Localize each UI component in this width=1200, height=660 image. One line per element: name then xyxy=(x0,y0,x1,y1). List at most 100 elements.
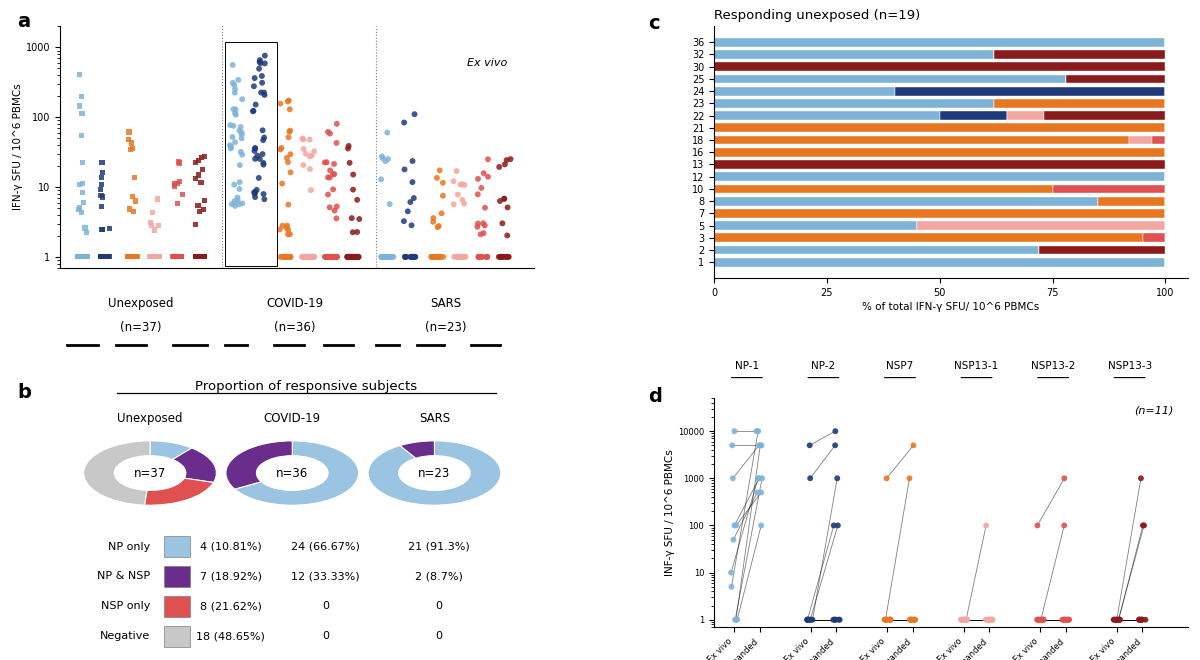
Text: Proportion of responsive subjects: Proportion of responsive subjects xyxy=(196,379,418,393)
Bar xyxy=(1044,111,1165,120)
Point xyxy=(455,251,474,262)
Point xyxy=(91,251,110,262)
Point xyxy=(169,156,188,167)
Point xyxy=(150,251,169,262)
Point xyxy=(980,614,1000,625)
Point xyxy=(70,251,89,262)
Point xyxy=(296,251,316,262)
Point xyxy=(449,251,468,262)
Point xyxy=(146,251,166,262)
Point xyxy=(823,614,842,625)
Point xyxy=(194,251,214,262)
Point xyxy=(956,614,976,625)
Point xyxy=(1106,614,1126,625)
Point xyxy=(173,189,192,200)
Point xyxy=(193,251,212,262)
Point xyxy=(473,251,492,262)
Point xyxy=(956,614,976,625)
Bar xyxy=(164,596,191,616)
Point xyxy=(451,251,470,262)
Point xyxy=(1033,614,1052,625)
Text: (n=23): (n=23) xyxy=(425,321,467,334)
Point xyxy=(251,55,270,65)
Text: NSP only: NSP only xyxy=(101,601,150,611)
Point xyxy=(830,614,850,625)
Text: Unexposed: Unexposed xyxy=(108,296,174,310)
Point xyxy=(73,251,92,262)
Point xyxy=(1108,614,1127,625)
Point xyxy=(479,172,498,182)
Point xyxy=(73,251,92,262)
Point xyxy=(472,183,491,193)
Point xyxy=(100,223,119,234)
Point xyxy=(186,174,205,184)
Point xyxy=(372,174,391,185)
Point xyxy=(121,251,140,262)
Point xyxy=(170,251,190,262)
Point xyxy=(1060,614,1079,625)
Point xyxy=(92,251,112,262)
Text: (n=36): (n=36) xyxy=(274,321,316,334)
Bar xyxy=(714,258,1165,267)
Point xyxy=(68,251,88,262)
Point xyxy=(452,179,472,189)
Point xyxy=(98,251,118,262)
Point xyxy=(877,473,896,484)
Point xyxy=(275,251,294,262)
Point xyxy=(126,196,145,207)
Point xyxy=(430,251,449,262)
Point xyxy=(275,251,294,262)
Point xyxy=(226,87,245,98)
Point xyxy=(347,251,366,262)
Point xyxy=(254,194,274,205)
Point xyxy=(725,520,744,531)
Point xyxy=(403,251,422,262)
Point xyxy=(245,81,264,92)
Wedge shape xyxy=(235,441,359,505)
Point xyxy=(256,58,275,69)
Point xyxy=(800,473,820,484)
Point xyxy=(124,251,143,262)
Point xyxy=(140,251,160,262)
Point xyxy=(170,251,190,262)
Point xyxy=(1028,614,1048,625)
Point xyxy=(222,141,241,152)
Point xyxy=(425,251,444,262)
Text: b: b xyxy=(17,383,31,403)
Point xyxy=(1134,520,1153,531)
Point xyxy=(494,193,514,204)
Point xyxy=(120,251,139,262)
Point xyxy=(188,200,208,211)
Point xyxy=(979,614,998,625)
Point xyxy=(281,251,300,262)
Point xyxy=(124,251,143,262)
Point xyxy=(316,251,335,262)
Point xyxy=(954,614,973,625)
Text: COVID-19: COVID-19 xyxy=(266,296,323,310)
Point xyxy=(168,178,187,188)
Point xyxy=(68,251,88,262)
Point xyxy=(900,614,919,625)
Point xyxy=(1032,614,1051,625)
Wedge shape xyxy=(400,441,434,458)
Point xyxy=(348,251,367,262)
Point xyxy=(142,251,161,262)
Point xyxy=(254,90,274,100)
Point xyxy=(340,251,359,262)
Point xyxy=(148,251,167,262)
Point xyxy=(496,159,515,170)
Point xyxy=(223,59,242,70)
Point xyxy=(228,192,247,203)
Point xyxy=(319,251,338,262)
Point xyxy=(91,185,110,195)
Point xyxy=(250,173,269,183)
Point xyxy=(902,614,922,625)
Point xyxy=(953,614,972,625)
Point xyxy=(372,251,391,262)
Point xyxy=(1057,614,1076,625)
Point xyxy=(194,251,214,262)
Point xyxy=(341,251,360,262)
Point xyxy=(142,251,161,262)
Point xyxy=(374,251,394,262)
Point xyxy=(395,164,414,175)
